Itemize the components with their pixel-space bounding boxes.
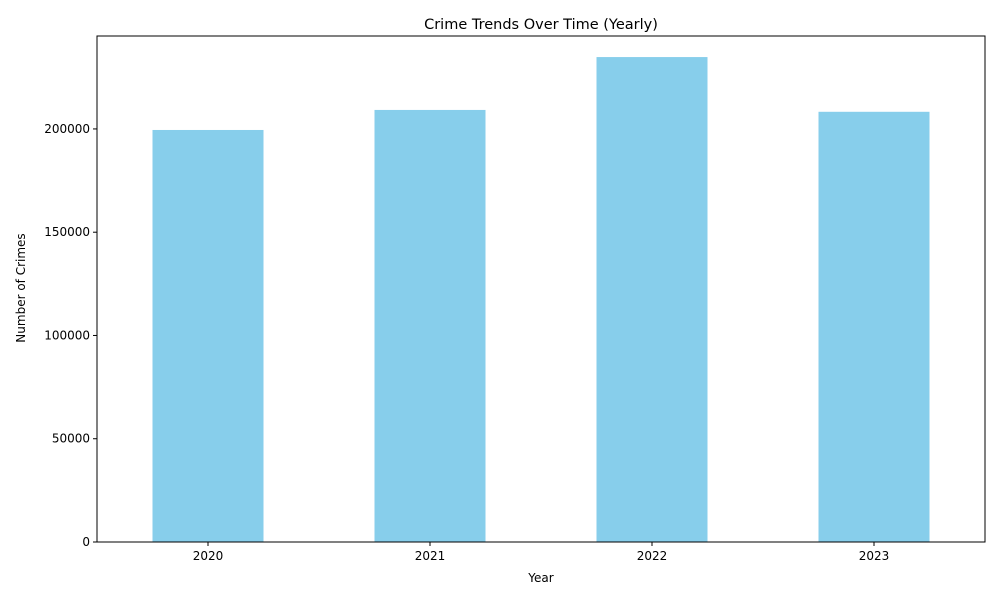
y-tick-label-50000: 50000: [52, 432, 90, 446]
x-tick-label-2023: 2023: [859, 549, 890, 563]
y-tick-label-0: 0: [82, 535, 90, 549]
x-tick-label-2021: 2021: [415, 549, 446, 563]
x-tick-label-2020: 2020: [193, 549, 224, 563]
chart-title: Crime Trends Over Time (Yearly): [424, 17, 658, 33]
bar-2023: [818, 111, 930, 542]
x-axis-label: Year: [527, 571, 553, 585]
y-axis-label: Number of Crimes: [14, 233, 28, 342]
y-tick-label-100000: 100000: [44, 328, 90, 342]
y-tick-label-150000: 150000: [44, 225, 90, 239]
bars-layer: [152, 57, 930, 542]
x-tick-label-2022: 2022: [637, 549, 668, 563]
plot-frame: [96, 35, 986, 543]
bar-2022: [596, 57, 708, 542]
ticks-layer: 2020 2021 2022 2023 0 50000 100000 150000 200000: [44, 122, 889, 563]
y-tick-label-200000: 200000: [44, 122, 90, 136]
bar-2021: [374, 109, 486, 542]
bar-2020: [152, 129, 264, 542]
